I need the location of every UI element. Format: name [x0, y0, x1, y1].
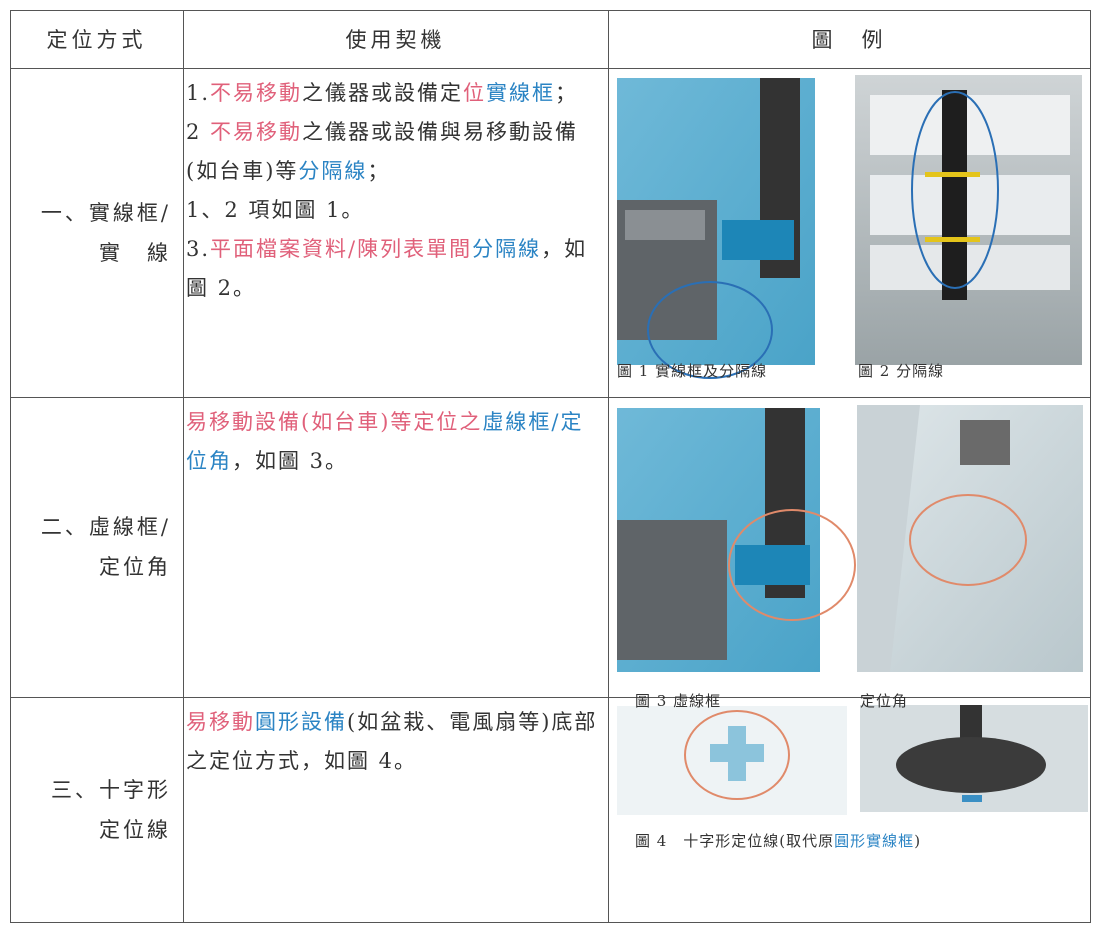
column-border: [10, 10, 11, 923]
text-segment: 圓形設備: [255, 710, 347, 734]
caption: 圖 4 十字形定位線(取代原圓形實線框): [635, 830, 921, 851]
row-border: [10, 697, 1091, 698]
caption: 圖 3 虛線框: [635, 690, 721, 711]
method-line: 三、十字形: [51, 777, 171, 802]
photo-5: [617, 706, 847, 815]
method-line: 二、虛線框/: [40, 515, 171, 539]
text-segment: 分隔線: [298, 159, 368, 183]
text-segment: 不易移動: [210, 81, 303, 105]
method-cell: 三、十字形定位線: [10, 697, 183, 922]
header-cell: 圖 例: [811, 28, 887, 52]
usage-paragraph: 1、2 項如圖 1。: [186, 191, 604, 230]
text-segment: 2: [186, 120, 211, 144]
method-cell: 二、虛線框/定位角: [10, 397, 183, 697]
header-cell: 定位方式: [46, 28, 147, 52]
photo-1: [617, 78, 815, 379]
usage-cell: 易移動設備(如台車)等定位之虛線框/定位角，如圖 3。: [186, 403, 604, 481]
text-segment: 分隔線: [472, 237, 542, 261]
text-segment: 易移動: [186, 710, 255, 734]
text-segment: 平面檔案資料/陳列表單間: [210, 237, 473, 261]
method-line: 一、實線框/: [40, 200, 171, 225]
photo-2: [855, 75, 1082, 365]
text-segment: 不易移動: [210, 120, 303, 144]
usage-paragraph: 易移動設備(如台車)等定位之虛線框/定位角，如圖 3。: [186, 403, 604, 481]
caption: 圖 1 實線框及分隔線: [617, 360, 767, 381]
text-segment: 1、2 項如圖 1。: [186, 198, 365, 222]
photo-6: [860, 705, 1088, 812]
usage-paragraph: 3.平面檔案資料/陳列表單間分隔線，如圖 2。: [186, 230, 604, 308]
text-segment: 圖 1 實線框及分隔線: [617, 362, 768, 380]
text-segment: 易移動設備(如台車)等定位之: [186, 410, 483, 434]
row-border: [10, 68, 1091, 69]
usage-paragraph: 2 不易移動之儀器或設備與易移動設備(如台車)等分隔線；: [186, 113, 604, 191]
text-segment: ，如圖 3。: [232, 449, 349, 473]
text-segment: 3.: [186, 237, 211, 261]
method-cell: 一、實線框/實 線: [10, 68, 183, 397]
column-border: [183, 10, 184, 923]
text-segment: 圖 3 虛線框: [635, 692, 722, 710]
method-line: 定位線: [99, 817, 171, 842]
column-border: [608, 10, 609, 923]
text-segment: ；: [555, 81, 579, 105]
column-border: [1090, 10, 1091, 923]
caption: 圖 2 分隔線: [858, 360, 944, 381]
method-line: 實 線: [99, 240, 171, 265]
usage-cell: 1.不易移動之儀器或設備定位實線框； 2 不易移動之儀器或設備與易移動設備(如台車…: [186, 74, 604, 308]
text-segment: 位: [463, 81, 487, 105]
text-segment: 1.: [186, 81, 211, 105]
photo-4: [857, 405, 1083, 672]
header-cell: 使用契機: [345, 28, 446, 52]
method-line: 定位角: [99, 555, 171, 579]
row-border: [10, 10, 1091, 11]
usage-cell: 易移動圓形設備(如盆栽、電風扇等)底部之定位方式，如圖 4。: [186, 703, 604, 781]
usage-paragraph: 易移動圓形設備(如盆栽、電風扇等)底部之定位方式，如圖 4。: [186, 703, 604, 781]
text-segment: (如盆栽、電風扇等)底部之定位方式，如圖 4。: [186, 710, 598, 773]
text-segment: 實線框: [486, 81, 556, 105]
text-segment: 圖 2 分隔線: [858, 362, 945, 380]
usage-paragraph: 1.不易移動之儀器或設備定位實線框；: [186, 74, 604, 113]
text-segment: 定位角: [860, 692, 909, 710]
text-segment: 之儀器或設備定: [302, 81, 464, 105]
text-segment: 圖 4 十字形定位線(取代原: [635, 832, 835, 850]
text-segment: 圓形實線框: [834, 832, 915, 850]
caption: 定位角: [860, 690, 908, 711]
text-segment: ；: [367, 159, 391, 183]
text-segment: ，如圖 2。: [186, 237, 588, 300]
text-segment: 虛線框/定位角: [186, 410, 584, 473]
photo-3: [617, 408, 856, 672]
text-segment: 之儀器或設備與易移動設備(如台車)等: [186, 120, 579, 183]
row-border: [10, 922, 1091, 923]
row-border: [10, 397, 1091, 398]
text-segment: ): [914, 832, 922, 850]
